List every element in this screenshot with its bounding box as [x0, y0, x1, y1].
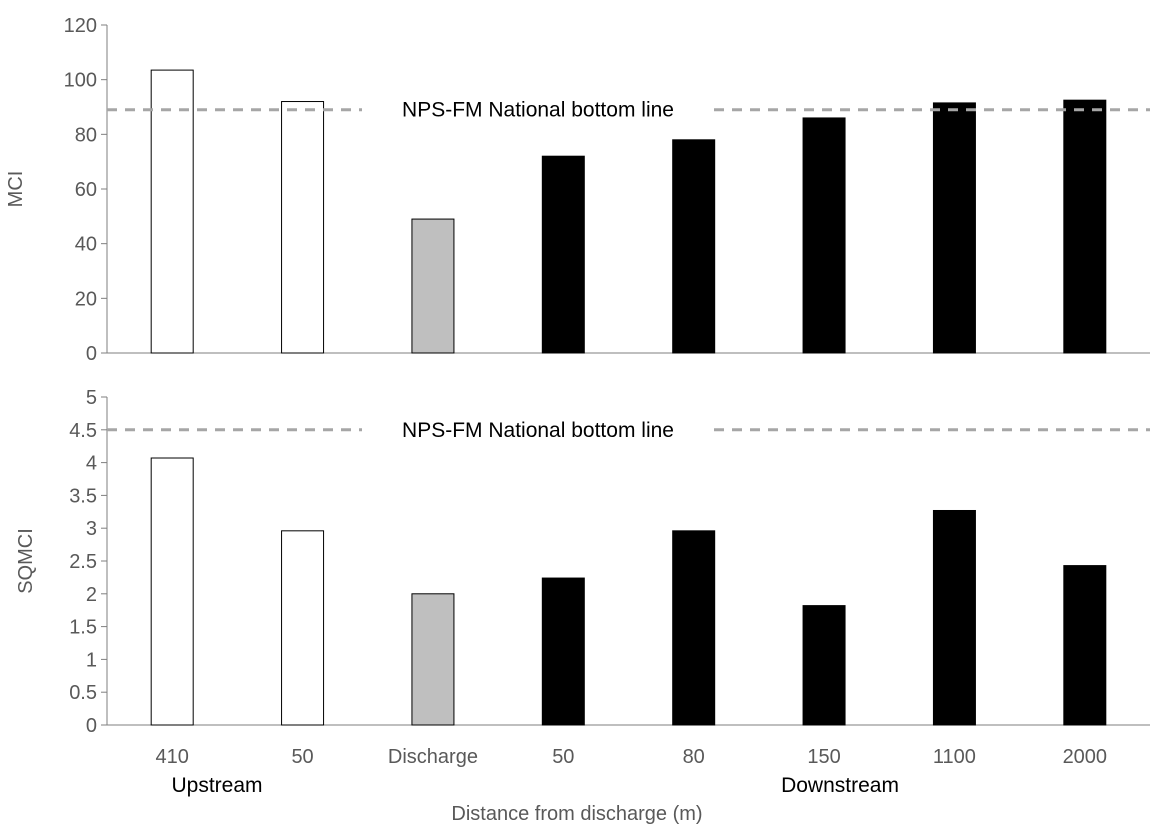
- x-tick-label: Discharge: [388, 746, 478, 768]
- bar-4: [541, 577, 585, 726]
- y-tick-label: 60: [75, 179, 97, 201]
- bar-7: [932, 509, 976, 726]
- y-tick-label: 0: [86, 343, 97, 365]
- sqmci-panel: 0 0.5 1 1.5 2 2.5 3 3.5 4 4.5 5 SQMCI NPS-FM Nationa…: [15, 387, 1150, 737]
- bar-1: [150, 457, 194, 726]
- downstream-group-label: Downstream: [781, 774, 899, 797]
- bar-3: [411, 593, 455, 726]
- y-tick-label: 40: [75, 234, 97, 256]
- bar-8: [1063, 565, 1107, 726]
- y-tick-label: 5: [86, 387, 97, 409]
- y-tick-label: 0: [86, 715, 97, 737]
- y-tick-label: 0.5: [69, 682, 97, 704]
- y-tick-label: 2: [86, 584, 97, 606]
- y-axis-title: SQMCI: [15, 528, 37, 594]
- y-tick-label: 80: [75, 124, 97, 146]
- reference-line-label: NPS-FM National bottom line: [402, 419, 674, 442]
- bar-5: [672, 530, 716, 726]
- bar-4: [541, 155, 585, 354]
- x-tick-labels: 410 50 Discharge 50 80 150 1100 2000: [156, 746, 1108, 768]
- x-tick-label: 410: [156, 746, 189, 768]
- x-tick-label: 150: [807, 746, 840, 768]
- y-tick-label: 4.5: [69, 420, 97, 442]
- x-tick-label: 50: [552, 746, 574, 768]
- x-axis-title: Distance from discharge (m): [451, 803, 702, 825]
- bar-3: [411, 218, 455, 354]
- x-tick-label: 2000: [1063, 746, 1108, 768]
- y-tick-label: 1: [86, 649, 97, 671]
- y-tick-label: 3: [86, 518, 97, 540]
- bar-6: [802, 605, 846, 726]
- y-tick-label: 1.5: [69, 617, 97, 639]
- y-tick-label: 4: [86, 453, 97, 475]
- y-tick-label: 3.5: [69, 485, 97, 507]
- x-tick-label: 80: [683, 746, 705, 768]
- upstream-group-label: Upstream: [171, 774, 262, 797]
- y-tick-label: 120: [64, 15, 97, 37]
- y-tick-label: 100: [64, 70, 97, 92]
- bar-1: [150, 69, 194, 354]
- bar-5: [672, 139, 716, 354]
- x-tick-label: 50: [291, 746, 313, 768]
- y-axis-title: MCI: [5, 171, 27, 208]
- bar-2: [281, 530, 325, 726]
- bar-2: [281, 101, 325, 354]
- mci-panel: 0 20 40 60 80 100 120 MCI NPS-FM National bottom…: [5, 15, 1150, 365]
- bar-6: [802, 117, 846, 354]
- y-tick-label: 2.5: [69, 551, 97, 573]
- bar-7: [932, 102, 976, 354]
- reference-line-label: NPS-FM National bottom line: [402, 99, 674, 122]
- y-tick-label: 20: [75, 288, 97, 310]
- x-tick-label: 1100: [933, 746, 976, 768]
- bar-8: [1063, 99, 1107, 354]
